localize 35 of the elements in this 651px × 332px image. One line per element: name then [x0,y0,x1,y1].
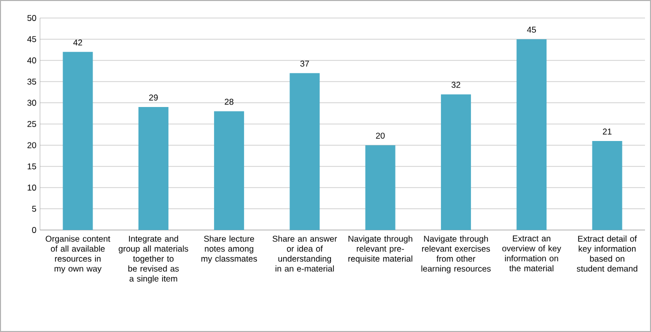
data-label: 21 [602,128,612,134]
x-tick-label: Share lecture notes among my classmates [201,236,257,264]
x-tick-label: Share an answer or idea of understanding in an e-material [272,236,338,272]
x-tick-label: Organise content of all available resources in my own way [46,236,110,274]
data-label: 29 [149,94,158,101]
y-tick-label: 45 [27,36,36,42]
y-tick-label: 25 [27,121,36,127]
bar [214,111,244,230]
data-label: 45 [527,26,536,33]
data-label: 20 [376,132,385,139]
bar [440,94,471,230]
y-tick-label: 35 [27,78,36,85]
bar [290,73,320,230]
bar [365,145,396,230]
x-tick-label: Navigate through relevant exercises from other learning resources [421,236,491,274]
data-label: 32 [452,82,460,88]
y-tick-label: 20 [27,142,36,148]
y-tick-label: 5 [32,206,36,212]
data-label: 42 [73,39,82,46]
bar [592,140,622,230]
y-tick-label: 30 [27,100,36,106]
data-label: 37 [300,60,309,67]
x-tick-label: Extract detail of key information based on student demand [576,236,638,272]
bar [516,39,547,230]
y-tick-label: 0 [32,227,36,233]
bar [138,107,168,230]
y-tick-label: 50 [27,15,36,21]
x-tick-label: Integrate and group all materials together to be revised as a single item [118,236,188,284]
y-tick-label: 15 [28,163,36,170]
bar [62,52,93,230]
y-tick-label: 40 [27,57,36,64]
x-tick-label: Extract an overview of key information on the material [502,236,562,272]
data-label: 28 [224,98,234,105]
y-tick-label: 10 [28,184,36,191]
x-tick-label: Navigate through relevant pre-requisite material [348,236,412,264]
